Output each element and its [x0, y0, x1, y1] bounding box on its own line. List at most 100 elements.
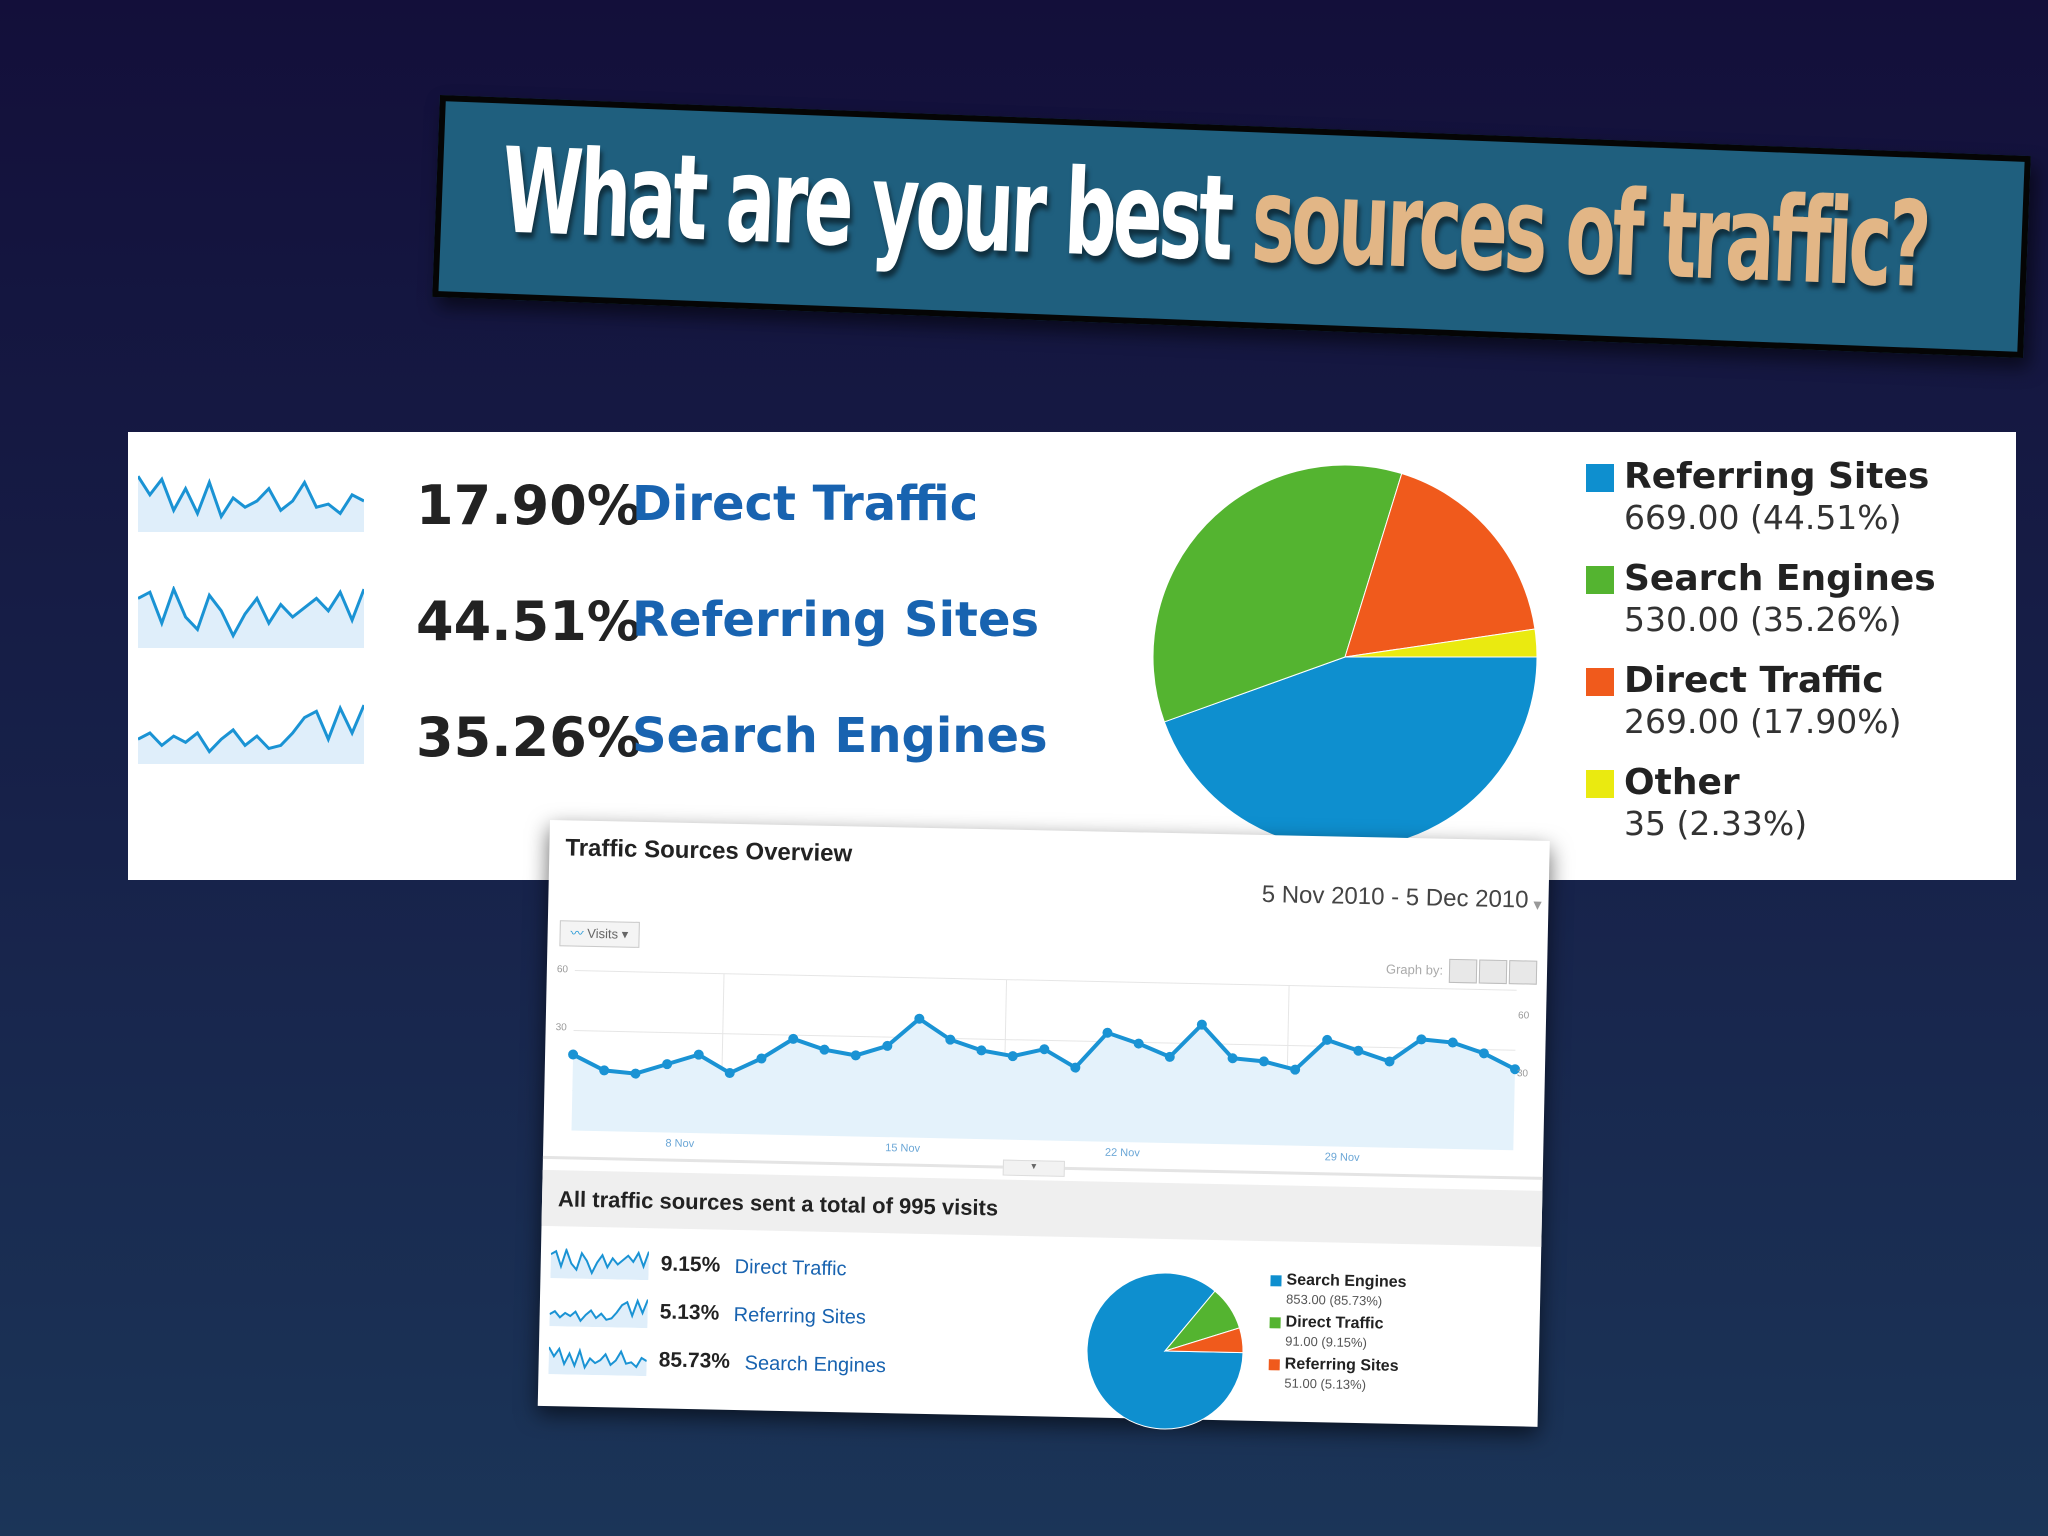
legend-label: Other — [1624, 762, 1740, 803]
chevron-down-icon[interactable]: ▼ — [1530, 896, 1545, 913]
visits-point — [1164, 1051, 1175, 1062]
visits-point — [850, 1050, 861, 1061]
visits-point — [1447, 1037, 1458, 1048]
legend-value: 269.00 (17.90%) — [1624, 702, 1902, 741]
small-source-link-direct-traffic[interactable]: Direct Traffic — [734, 1255, 847, 1281]
visits-point — [1353, 1045, 1364, 1056]
visits-point — [1258, 1056, 1269, 1067]
x-tick-label: 29 Nov — [1325, 1151, 1361, 1164]
source-link-search-engines[interactable]: Search Engines — [632, 708, 1048, 764]
visits-point — [1070, 1062, 1081, 1073]
visits-point — [882, 1040, 893, 1051]
legend-value: 51.00 (5.13%) — [1284, 1375, 1367, 1393]
graph-by-label: Graph by: — [1385, 961, 1444, 978]
sparkline-area — [138, 705, 364, 764]
small-traffic-pie-chart — [1086, 1272, 1244, 1430]
source-percent: 44.51% — [416, 590, 641, 653]
legend-swatch-yellow — [1586, 770, 1614, 798]
traffic-sources-overview-card: Traffic Sources Overview 5 Nov 2010 - 5 … — [537, 820, 1550, 1430]
legend-swatch-orange — [1268, 1359, 1280, 1371]
metric-dropdown[interactable]: 〰 Visits ▾ — [559, 920, 640, 948]
title-lead: What are your best — [499, 121, 1255, 289]
visits-point — [976, 1045, 987, 1056]
small-source-link-referring-sites[interactable]: Referring Sites — [733, 1303, 867, 1329]
legend-value: 669.00 (44.51%) — [1624, 498, 1902, 537]
collapse-toggle[interactable]: ▾ — [1002, 1159, 1065, 1177]
visits-point — [1196, 1019, 1207, 1030]
legend-value: 91.00 (9.15%) — [1285, 1333, 1368, 1351]
visits-point — [1007, 1051, 1018, 1062]
visits-point — [1478, 1048, 1489, 1059]
sparkline-area — [549, 1299, 648, 1329]
legend-swatch-orange — [1586, 668, 1614, 696]
legend-label: Referring Sites — [1624, 456, 1930, 497]
metric-label: Visits — [587, 925, 619, 942]
title-highlight: sources of traffic? — [1249, 150, 1930, 315]
small-source-percent: 5.13% — [659, 1300, 720, 1325]
legend-swatch-green — [1586, 566, 1614, 594]
source-link-direct-traffic[interactable]: Direct Traffic — [632, 476, 979, 532]
x-tick-label: 15 Nov — [885, 1142, 921, 1155]
legend-value: 853.00 (85.73%) — [1285, 1291, 1383, 1309]
visits-point — [1133, 1038, 1144, 1049]
small-source-link-search-engines[interactable]: Search Engines — [744, 1352, 887, 1378]
sparkline-area — [550, 1249, 649, 1281]
pie-slice-referring-sites — [1164, 1327, 1244, 1354]
pie-slice-direct-traffic — [1344, 472, 1536, 658]
legend-label: Referring Sites — [1284, 1355, 1399, 1375]
source-link-referring-sites[interactable]: Referring Sites — [632, 592, 1040, 648]
y-tick-label-left: 60 — [557, 964, 569, 975]
traffic-pie-chart — [1152, 464, 1538, 850]
visits-point — [724, 1068, 735, 1079]
visits-point — [662, 1059, 673, 1070]
chevron-down-icon: ▾ — [621, 926, 629, 942]
legend-value: 35 (2.33%) — [1624, 804, 1808, 843]
pie-slice-search-engines — [1152, 464, 1403, 723]
visits-point — [1322, 1034, 1333, 1045]
total-visits-bar: All traffic sources sent a total of 995 … — [541, 1169, 1543, 1247]
visits-point — [630, 1068, 641, 1079]
visits-point — [599, 1065, 610, 1076]
overview-title: Traffic Sources Overview — [565, 834, 853, 868]
legend-value: 530.00 (35.26%) — [1624, 600, 1902, 639]
visits-point — [693, 1049, 704, 1060]
slide-title: What are your best sources of traffic? — [500, 122, 1930, 315]
source-percent: 35.26% — [416, 706, 641, 769]
sparkline-line — [138, 704, 364, 755]
small-source-row-direct: 9.15% Direct Traffic — [550, 1248, 847, 1288]
visits-point — [1384, 1056, 1395, 1067]
sparkline-line — [138, 586, 364, 639]
visits-point — [1039, 1044, 1050, 1055]
y-tick-label-right: 30 — [1517, 1068, 1529, 1079]
visits-point — [568, 1049, 579, 1060]
total-visits-text: All traffic sources sent a total of 995 … — [557, 1186, 999, 1221]
y-tick-label-left: 30 — [556, 1022, 568, 1033]
small-source-row-referring: 5.13% Referring Sites — [549, 1296, 866, 1336]
visits-point — [1227, 1053, 1238, 1064]
visits-point — [1416, 1034, 1427, 1045]
small-sparkline-direct — [550, 1248, 650, 1281]
legend-label: Direct Traffic — [1285, 1313, 1384, 1333]
legend-swatch-green — [1269, 1317, 1281, 1329]
legend-label: Search Engines — [1624, 558, 1936, 599]
sparkline-referring — [138, 586, 364, 648]
small-source-percent: 85.73% — [658, 1348, 731, 1373]
sparkline-direct — [138, 475, 364, 532]
traffic-summary-panel: 17.90% Direct Traffic 44.51% Referring S… — [128, 432, 2016, 880]
visits-point — [1102, 1027, 1113, 1038]
x-tick-label: 8 Nov — [665, 1137, 694, 1150]
small-source-percent: 9.15% — [660, 1252, 721, 1277]
gridline — [574, 970, 1517, 991]
title-banner: What are your best sources of traffic? — [432, 95, 2031, 358]
visits-point — [914, 1013, 925, 1024]
visits-point — [945, 1034, 956, 1045]
legend-swatch-blue — [1270, 1275, 1282, 1287]
date-range-picker[interactable]: 5 Nov 2010 - 5 Dec 2010 — [1261, 880, 1529, 914]
small-sparkline-search — [548, 1346, 648, 1377]
legend-label: Direct Traffic — [1624, 660, 1884, 701]
sparkline-line — [548, 1346, 648, 1370]
sparkline-line — [549, 1298, 649, 1323]
visits-area — [571, 1018, 1515, 1151]
visits-point — [819, 1044, 830, 1055]
sparkline-area — [138, 589, 364, 648]
